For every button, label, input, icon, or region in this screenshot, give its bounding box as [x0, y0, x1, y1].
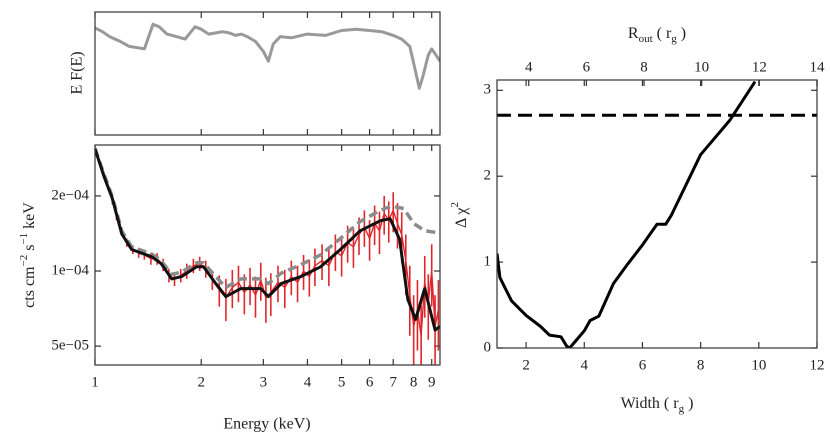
- label-part: s: [21, 245, 38, 255]
- y-tick-label: 5e−05: [51, 338, 89, 354]
- x-tick-label: 1: [91, 374, 99, 390]
- x-axis-label: Width ( rg ): [621, 395, 694, 415]
- model-line: [95, 22, 440, 90]
- x-tick-label: 5: [338, 374, 346, 390]
- x-tick-label: 9: [428, 374, 436, 390]
- x2-tick-label: 10: [694, 59, 709, 75]
- y-tick-label: 3: [484, 82, 492, 98]
- x2-tick-label: 6: [583, 59, 591, 75]
- x-tick-label: 8: [697, 357, 705, 373]
- x2-tick-label: 8: [640, 59, 648, 75]
- plot-frame: [94, 144, 441, 366]
- x-tick-label: 3: [260, 374, 268, 390]
- label-part: g: [679, 403, 685, 415]
- x-tick-label: 6: [366, 374, 374, 390]
- x-tick-label: 4: [304, 374, 312, 390]
- label-part: Width ( r: [621, 395, 680, 412]
- x-tick-label: 12: [810, 357, 825, 373]
- label-part: ( r: [653, 25, 672, 42]
- label-part: −2: [18, 255, 30, 267]
- x-tick-label: 8: [410, 374, 418, 390]
- x-tick-label: 2: [197, 374, 205, 390]
- label-part: −1: [18, 233, 30, 245]
- x-axis-label: Energy (keV): [223, 416, 310, 433]
- x2-tick-label: 14: [810, 59, 826, 75]
- label-part: 2: [449, 202, 461, 208]
- y-tick-label: 0: [484, 339, 492, 355]
- y-axis-label: cts cm−2 s−1 keV: [18, 202, 38, 308]
- x-tick-label: 7: [389, 374, 397, 390]
- label-part: R: [628, 25, 639, 42]
- y-axis-label: E F(E): [69, 51, 86, 94]
- label-part: g: [671, 33, 677, 45]
- x-tick-label: 6: [639, 357, 647, 373]
- y-tick-label: 1: [484, 254, 492, 270]
- model-line: [497, 80, 757, 348]
- label-part: cts cm: [21, 266, 38, 308]
- label-part: keV: [21, 202, 38, 233]
- x-tick-label: 4: [581, 357, 589, 373]
- data-line: [95, 151, 440, 336]
- plot-frame: [496, 79, 818, 349]
- x2-tick-label: 4: [525, 59, 533, 75]
- x2-tick-label: 12: [752, 59, 767, 75]
- x-tick-label: 10: [751, 357, 766, 373]
- y-tick-label: 2: [484, 168, 492, 184]
- label-part: ): [677, 25, 686, 42]
- y-tick-label: 1e−04: [51, 262, 89, 278]
- x-tick-label: 2: [522, 357, 530, 373]
- label-part: ): [684, 395, 693, 412]
- x2-axis-label: Rout ( rg ): [628, 25, 686, 45]
- model-line: [95, 148, 440, 332]
- label-part: Δ χ: [453, 207, 470, 228]
- model-dashed-line: [95, 147, 440, 290]
- plot-frame: [94, 11, 441, 136]
- y-axis-label: Δ χ2: [449, 202, 470, 228]
- label-part: out: [639, 33, 653, 45]
- y-tick-label: 2e−04: [51, 187, 89, 203]
